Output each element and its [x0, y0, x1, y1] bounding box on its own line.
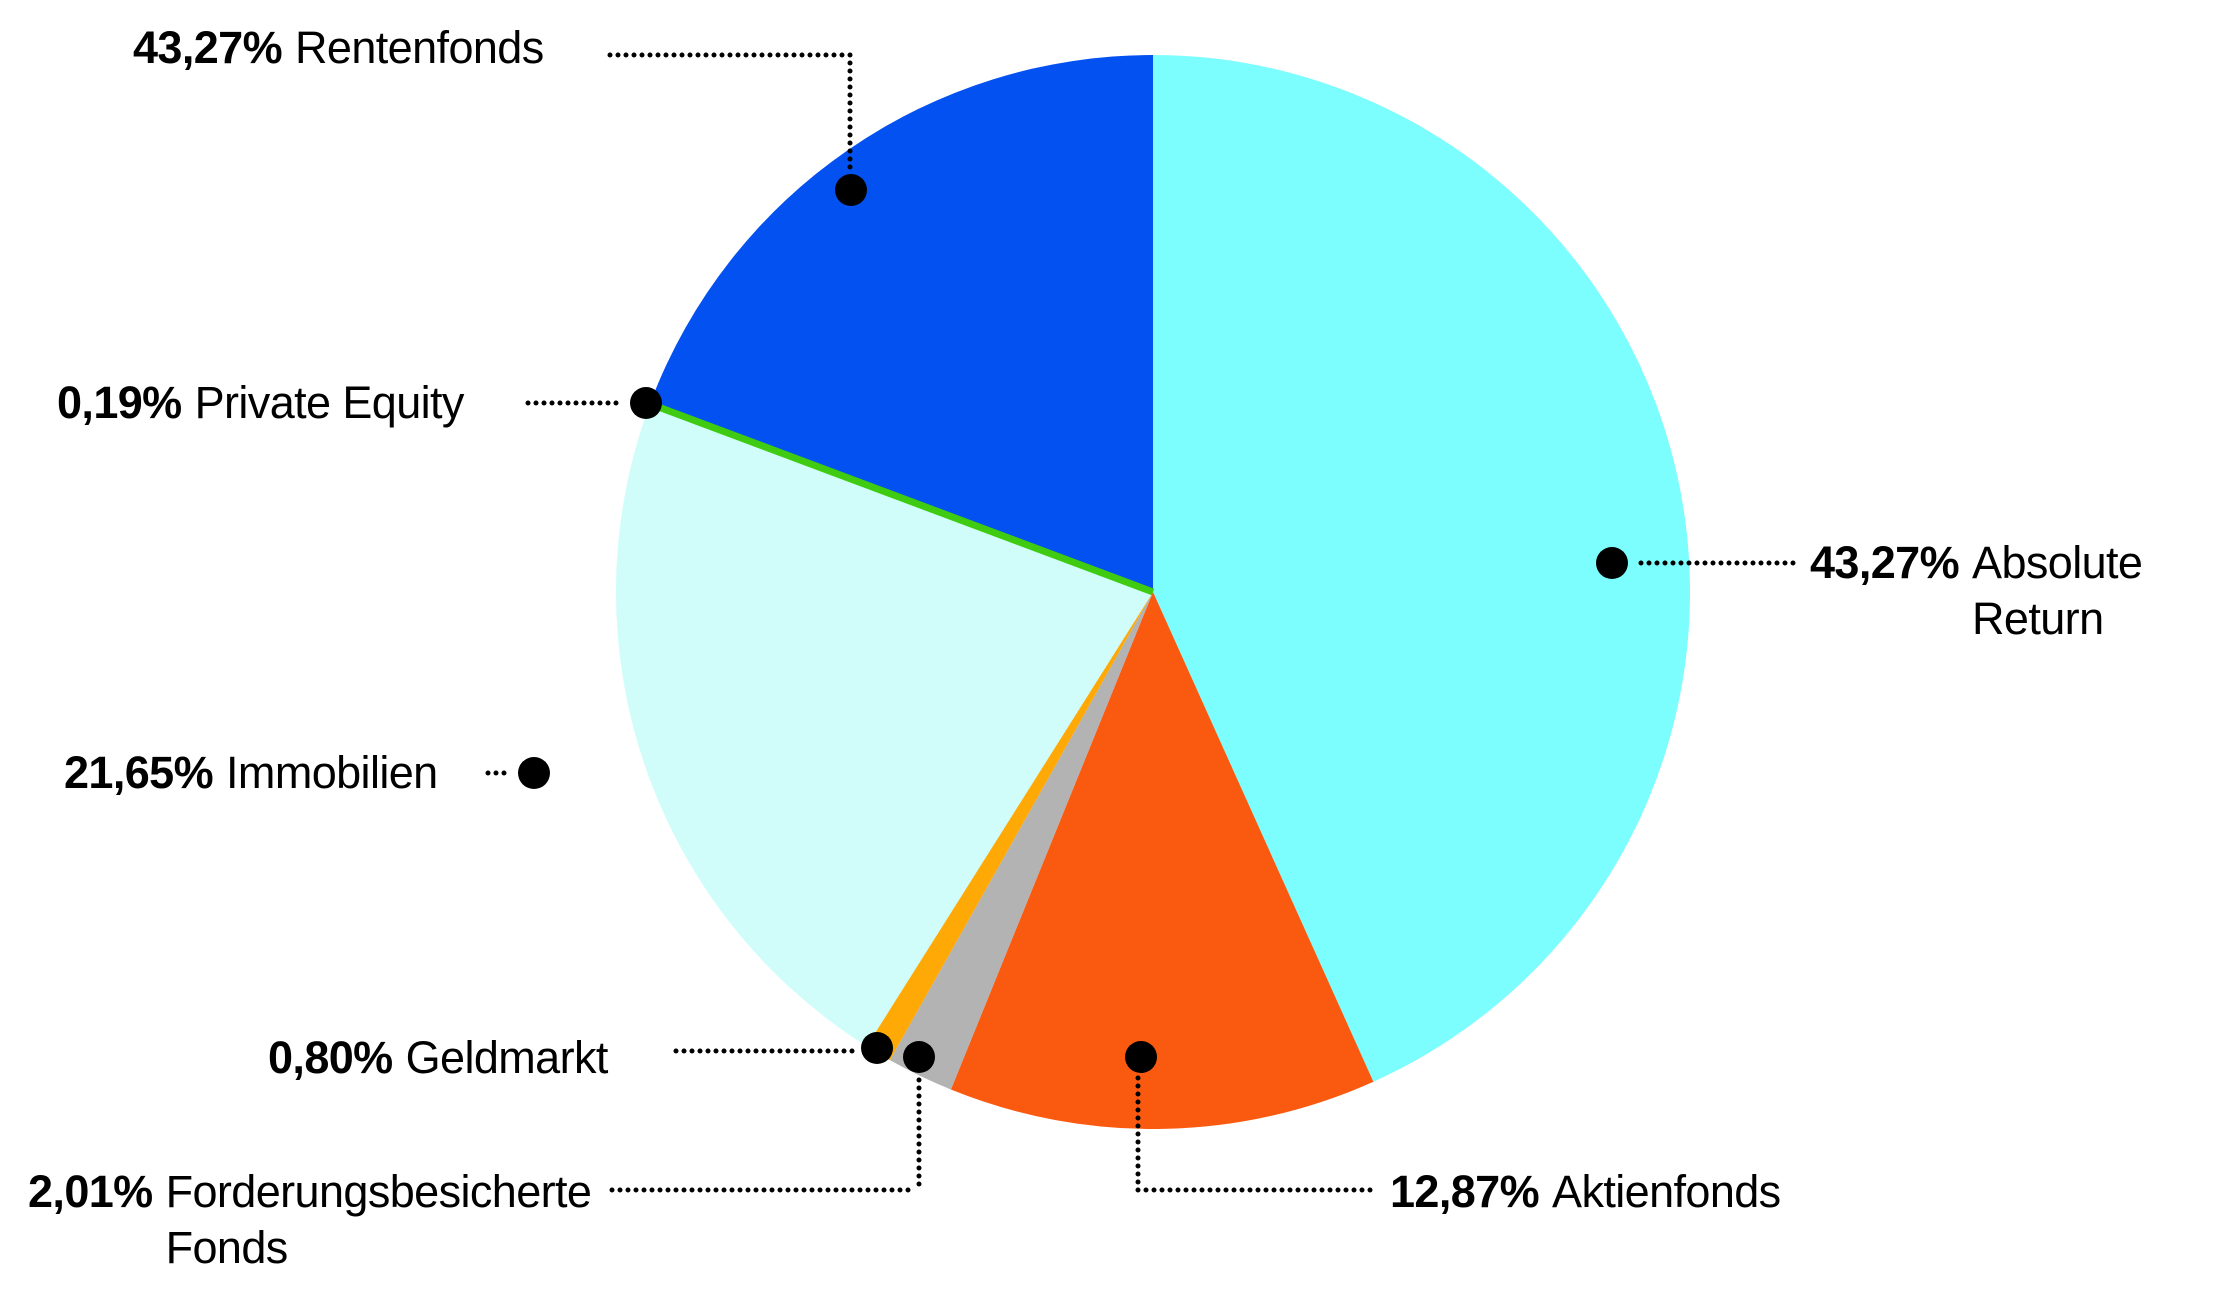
callout-dot-rentenfonds [835, 174, 867, 206]
label-aktienfonds-name: Aktienfonds [1552, 1166, 1781, 1217]
pie-slice-forderungsbesicherte-fonds [889, 592, 1153, 1090]
label-rentenfonds-name: Rentenfonds [295, 22, 544, 73]
label-forderungsbesicherte-fonds: 2,01% Forderungsbesicherte Fonds [28, 1164, 592, 1276]
label-rentenfonds: 43,27% Rentenfonds [133, 20, 544, 76]
callout-dot-forderungsbesicherte-fonds [903, 1041, 935, 1073]
callout-dot-absolute-return [1596, 547, 1628, 579]
label-absolute-return-percent: 43,27% [1810, 537, 1960, 588]
label-forderungsbesicherte-fonds-percent: 2,01% [28, 1166, 153, 1217]
pie-slice-rentenfonds [651, 55, 1153, 592]
label-immobilien-name: Immobilien [226, 747, 438, 798]
pie-slice-private-equity-sliver [648, 400, 1155, 596]
callout-dot-private-equity [630, 387, 662, 419]
callout-dot-geldmarkt [861, 1032, 893, 1064]
label-geldmarkt-percent: 0,80% [268, 1032, 393, 1083]
label-immobilien-percent: 21,65% [64, 747, 214, 798]
label-private-equity-name: Private Equity [194, 377, 465, 428]
pie-slice-geldmarkt [866, 592, 1153, 1061]
callout-dot-aktienfonds [1125, 1041, 1157, 1073]
label-geldmarkt: 0,80% Geldmarkt [268, 1030, 608, 1086]
label-forderungsbesicherte-fonds-name: Forderungsbesicherte Fonds [165, 1166, 592, 1273]
label-absolute-return-name: Absolute Return [1972, 537, 2143, 644]
label-private-equity: 0,19% Private Equity [57, 375, 464, 431]
label-geldmarkt-name: Geldmarkt [405, 1032, 609, 1083]
pie-slice-aktienfonds [950, 592, 1374, 1129]
label-absolute-return: 43,27% Absolute Return [1810, 535, 2182, 647]
label-aktienfonds-percent: 12,87% [1390, 1166, 1540, 1217]
label-rentenfonds-percent: 43,27% [133, 22, 283, 73]
callout-dot-immobilien [518, 757, 550, 789]
label-aktienfonds: 12,87% Aktienfonds [1390, 1164, 1781, 1220]
label-immobilien: 21,65% Immobilien [64, 745, 438, 801]
pie-slice-immobilien [615, 406, 1153, 1047]
label-private-equity-percent: 0,19% [57, 377, 182, 428]
pie-slice-absolute-return [1153, 55, 1691, 1082]
